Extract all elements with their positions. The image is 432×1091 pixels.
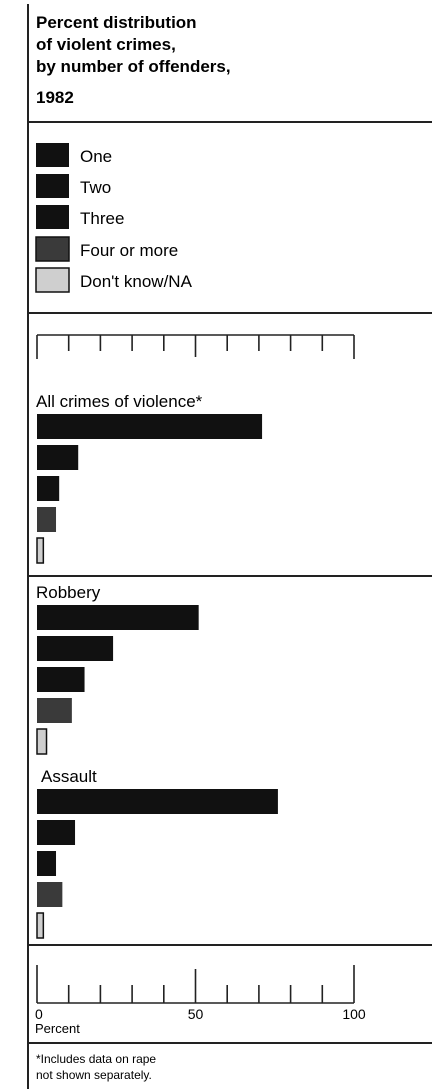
bar-one	[37, 605, 199, 630]
bar-four-or-more	[37, 698, 72, 723]
legend-swatch-three	[36, 205, 69, 229]
bar-two	[37, 820, 76, 845]
legend: One Two Three Four or more Don't know/NA	[35, 143, 193, 293]
frame	[27, 4, 432, 1089]
footnote: *Includes data on rape not shown separat…	[36, 1052, 156, 1082]
axis-tick-label: 100	[342, 1006, 366, 1022]
bar-don-t-know-na	[36, 537, 45, 564]
bar-four-or-more	[37, 882, 63, 907]
axis-tick-label: 0	[35, 1006, 43, 1022]
title-line-3: by number of offenders,	[36, 57, 231, 76]
title-line-2: of violent crimes,	[36, 35, 176, 54]
footnote-line-2: not shown separately.	[36, 1068, 152, 1082]
category-label: Robbery	[36, 583, 101, 602]
bottom-axis: 0 50 100 Percent	[35, 965, 366, 1036]
legend-label-dont-know: Don't know/NA	[80, 272, 193, 291]
bar-group-all-crimes-of-violence: All crimes of violence*	[36, 392, 263, 564]
axis-tick-label: 50	[188, 1006, 204, 1022]
legend-label-three: Three	[80, 209, 124, 228]
legend-swatch-four-or-more	[35, 236, 70, 262]
bar-two	[37, 445, 79, 470]
bar-groups: All crimes of violence* Robbery Assault	[36, 392, 278, 939]
bar-one	[37, 789, 278, 814]
legend-label-one: One	[80, 147, 112, 166]
bar-one	[37, 414, 263, 439]
top-axis	[36, 334, 355, 359]
title-line-4: 1982	[36, 88, 74, 107]
footnote-line-1: *Includes data on rape	[36, 1052, 156, 1066]
bar-three	[37, 667, 85, 692]
axis-label: Percent	[35, 1021, 80, 1036]
bar-don-t-know-na	[36, 728, 48, 755]
category-label: Assault	[41, 767, 97, 786]
legend-label-two: Two	[80, 178, 111, 197]
legend-swatch-dont-know	[35, 267, 70, 293]
legend-swatch-two	[36, 174, 69, 198]
bar-four-or-more	[37, 507, 57, 532]
bar-group-robbery: Robbery	[36, 583, 199, 755]
bar-three	[37, 476, 60, 501]
title-line-1: Percent distribution	[36, 13, 197, 32]
category-label: All crimes of violence*	[36, 392, 203, 411]
legend-label-four-or-more: Four or more	[80, 241, 178, 260]
chart-title: Percent distribution of violent crimes, …	[36, 13, 231, 107]
bar-two	[37, 636, 114, 661]
bar-don-t-know-na	[36, 912, 45, 939]
bar-group-assault: Assault	[36, 767, 278, 939]
legend-swatch-one	[36, 143, 69, 167]
bar-three	[37, 851, 57, 876]
